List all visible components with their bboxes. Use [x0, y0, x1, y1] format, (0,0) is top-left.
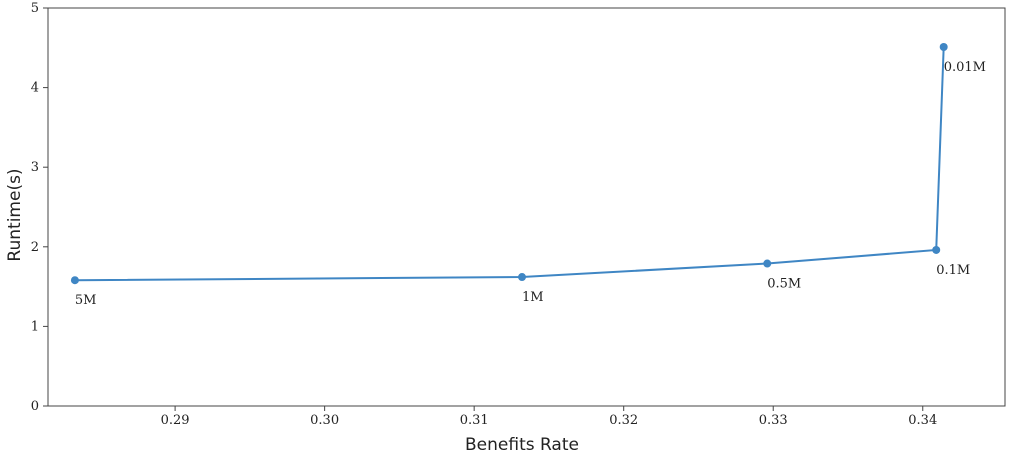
y-tick-label: 1 — [31, 319, 39, 334]
data-point — [932, 245, 941, 254]
x-axis: 0.29 0.30 0.31 0.32 0.33 0.34 — [161, 406, 937, 428]
x-tick-label: 0.33 — [759, 413, 788, 428]
y-tick-label: 0 — [31, 399, 39, 414]
data-point — [939, 43, 948, 52]
x-tick-label: 0.29 — [161, 413, 190, 428]
point-labels: 5M 1M 0.5M 0.1M 0.01M — [75, 60, 986, 308]
y-axis-title: Runtime(s) — [5, 168, 25, 261]
y-tick-label: 3 — [31, 160, 39, 175]
point-label: 0.1M — [936, 263, 970, 278]
data-point — [518, 273, 527, 282]
x-tick-label: 0.32 — [609, 413, 638, 428]
point-label: 1M — [522, 290, 544, 305]
data-point — [70, 276, 79, 285]
data-point — [763, 259, 772, 268]
x-tick-label: 0.34 — [908, 413, 937, 428]
y-tick-label: 2 — [31, 240, 39, 255]
y-tick-label: 4 — [31, 81, 39, 96]
y-axis: 0 1 2 3 4 5 — [31, 1, 48, 414]
point-label: 5M — [75, 293, 97, 308]
point-label: 0.5M — [767, 277, 801, 292]
point-label: 0.01M — [944, 60, 986, 75]
y-tick-label: 5 — [31, 1, 39, 16]
x-tick-label: 0.30 — [310, 413, 339, 428]
plot-area-frame — [47, 7, 1006, 407]
x-axis-title: Benefits Rate — [465, 435, 579, 455]
x-tick-label: 0.31 — [460, 413, 489, 428]
series-line — [74, 46, 945, 282]
series-points — [70, 43, 948, 285]
